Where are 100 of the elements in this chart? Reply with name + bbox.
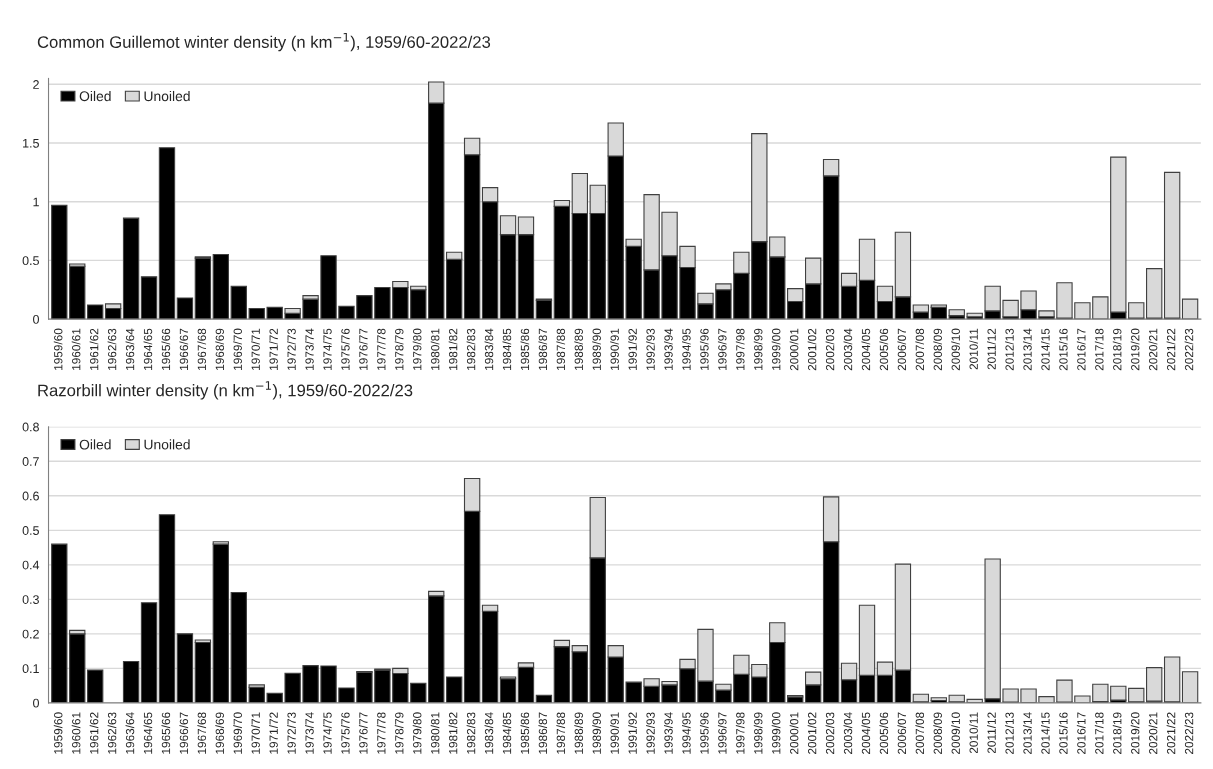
x-tick-label: 1997/98	[735, 328, 745, 370]
x-tick-label: 1972/73	[287, 328, 296, 370]
x-tick-label: 2020/21	[1148, 712, 1158, 754]
y-tick-label: 1.5	[23, 138, 39, 148]
chart-title: Razorbill winter density (n km$^{−1}$), 1959/60-2022/23	[38, 381, 413, 400]
x-tick-label: 2004/05	[861, 712, 871, 754]
x-tick-label: 2016/17	[1076, 712, 1086, 754]
x-tick-label: 2022/23	[1184, 328, 1194, 371]
y-tick-label: 0.5	[22, 256, 39, 266]
x-tick-label: 2005/06	[879, 712, 889, 754]
x-tick-label: 1973/74	[305, 328, 314, 370]
x-tick-label: 1989/90	[592, 712, 601, 754]
x-tick-label: 1981/82	[448, 712, 458, 754]
chart-title: Common Guillemot winter density (n km$^{−1}$), 1959/60-2022/23	[37, 32, 491, 52]
x-tick-label: 2009/10	[951, 712, 960, 754]
legend-label: Unoiled	[144, 90, 190, 102]
x-tick-label: 1974/75	[323, 712, 332, 754]
x-tick-label: 1964/65	[143, 328, 153, 370]
x-tick-label: 2015/16	[1058, 712, 1068, 754]
x-tick-label: 1970/71	[251, 328, 260, 370]
x-tick-label: 1998/99	[753, 328, 763, 370]
x-tick-label: 1982/83	[466, 328, 476, 370]
legend-label: Oiled	[79, 439, 111, 450]
x-tick-label: 2013/14	[1023, 712, 1032, 754]
x-tick-label: 1969/70	[233, 712, 242, 754]
x-tick-label: 1968/69	[215, 328, 224, 370]
y-tick-label: 2	[33, 80, 39, 89]
x-tick-label: 2022/23	[1184, 712, 1194, 754]
x-tick-label: 1984/85	[502, 712, 512, 754]
x-tick-label: 1963/64	[125, 712, 135, 754]
x-tick-label: 2002/03	[825, 712, 835, 754]
x-tick-label: 1995/96	[699, 712, 709, 754]
x-tick-label: 1979/80	[412, 328, 422, 370]
x-tick-label: 1994/95	[682, 328, 691, 370]
x-tick-label: 1988/89	[574, 328, 583, 370]
x-tick-label: 2007/08	[915, 328, 925, 371]
x-tick-label: 2005/06	[879, 328, 889, 371]
x-tick-label: 1982/83	[466, 712, 476, 754]
x-tick-label: 1978/79	[394, 328, 404, 370]
x-tick-label: 2017/18	[1094, 328, 1104, 371]
x-tick-label: 1993/94	[664, 328, 673, 370]
x-tick-label: 1966/67	[179, 712, 189, 754]
x-tick-label: 1985/86	[520, 712, 530, 754]
x-tick-label: 1980/81	[430, 328, 440, 370]
x-tick-label: 2017/18	[1094, 712, 1104, 754]
x-tick-label: 2018/19	[1112, 712, 1122, 754]
y-tick-label: 1	[33, 197, 39, 207]
x-tick-label: 2019/20	[1130, 328, 1140, 371]
y-tick-label: 0	[33, 314, 39, 324]
x-tick-label: 1990/91	[610, 328, 619, 370]
x-tick-label: 1984/85	[502, 328, 512, 370]
x-tick-label: 1985/86	[520, 328, 530, 370]
x-tick-label: 2012/13	[1005, 712, 1014, 754]
y-tick-label: 0.1	[22, 664, 39, 674]
x-tick-label: 1992/93	[646, 328, 655, 370]
x-tick-label: 1974/75	[323, 328, 332, 370]
x-tick-label: 2000/01	[789, 328, 799, 371]
x-tick-label: 1999/00	[771, 328, 781, 370]
x-tick-label: 1963/64	[125, 328, 135, 370]
x-tick-label: 1997/98	[735, 712, 745, 754]
x-tick-label: 1995/96	[699, 328, 709, 370]
x-tick-label: 1973/74	[305, 712, 314, 754]
legend-label: Oiled	[79, 90, 111, 102]
x-tick-label: 2011/12	[987, 712, 996, 754]
x-tick-label: 2011/12	[987, 328, 996, 370]
x-tick-label: 1961/62	[89, 712, 99, 754]
x-tick-label: 1960/61	[71, 712, 81, 754]
x-tick-label: 1962/63	[107, 328, 117, 370]
x-tick-label: 2012/13	[1005, 328, 1014, 371]
x-tick-label: 1979/80	[412, 712, 422, 754]
x-tick-label: 1969/70	[233, 328, 242, 370]
x-tick-label: 1992/93	[646, 712, 655, 754]
x-tick-label: 2010/11	[969, 328, 978, 370]
x-tick-label: 1970/71	[251, 712, 260, 754]
x-tick-label: 1981/82	[448, 328, 458, 370]
x-tick-label: 1965/66	[161, 328, 171, 370]
x-tick-label: 1996/97	[717, 712, 727, 754]
y-tick-label: 0.4	[22, 560, 40, 570]
x-tick-label: 1986/87	[538, 328, 548, 370]
x-tick-label: 1968/69	[215, 712, 224, 754]
x-tick-label: 2014/15	[1041, 328, 1050, 371]
x-tick-label: 1991/92	[628, 712, 637, 754]
x-tick-label: 1977/78	[376, 712, 386, 754]
x-tick-label: 2003/04	[843, 712, 853, 754]
x-tick-label: 1978/79	[394, 712, 404, 754]
legend-label: Unoiled	[144, 439, 190, 450]
x-tick-label: 1999/00	[771, 712, 781, 754]
x-tick-label: 2021/22	[1166, 712, 1176, 754]
x-tick-label: 2009/10	[951, 328, 960, 371]
x-tick-label: 2004/05	[861, 328, 871, 371]
x-tick-label: 1959/60	[53, 328, 63, 370]
x-tick-label: 1983/84	[484, 328, 494, 370]
x-tick-label: 2002/03	[825, 328, 835, 371]
x-tick-label: 2003/04	[843, 328, 853, 371]
x-tick-label: 1976/77	[358, 712, 368, 754]
x-tick-label: 2008/09	[933, 328, 942, 371]
x-tick-label: 1990/91	[610, 712, 619, 754]
x-tick-label: 1967/68	[197, 712, 207, 754]
y-tick-label: 0.7	[22, 457, 39, 466]
x-tick-label: 1959/60	[53, 712, 63, 754]
